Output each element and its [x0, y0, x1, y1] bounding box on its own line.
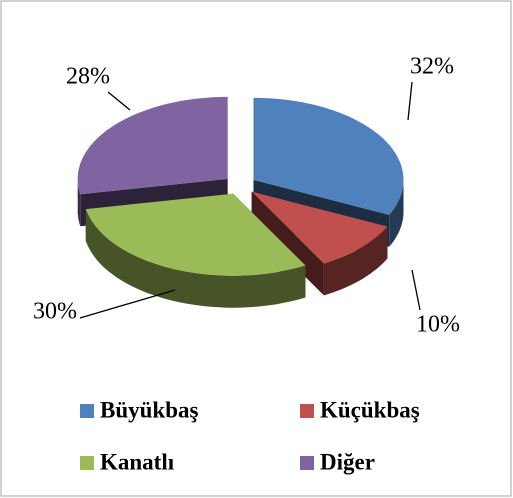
legend-swatch — [300, 456, 314, 470]
legend-label: Küçükbaş — [320, 397, 420, 422]
data-label: 28% — [66, 64, 110, 90]
legend-label: Diğer — [320, 449, 375, 474]
legend-swatch — [80, 456, 94, 470]
slice-side — [251, 191, 324, 296]
slice-wall — [323, 226, 388, 296]
legend-swatch — [80, 404, 94, 418]
leader-line — [411, 269, 421, 311]
legend-label: Kanatlı — [100, 449, 175, 474]
legend-label: Büyükbaş — [100, 397, 199, 422]
slice-top — [253, 97, 404, 215]
slice-top — [251, 191, 388, 264]
slice-wall — [85, 209, 306, 308]
slice-wall — [389, 179, 404, 247]
pie-slice — [85, 193, 306, 308]
leader-line — [107, 91, 131, 111]
leader-line — [79, 289, 176, 319]
legend-swatch — [300, 404, 314, 418]
data-label: 30% — [33, 299, 77, 325]
leader-line — [407, 81, 413, 121]
data-label: 10% — [416, 312, 460, 338]
slice-wall — [77, 178, 81, 227]
pie-slice — [251, 191, 388, 296]
data-label: 32% — [410, 54, 454, 80]
slice-top — [85, 193, 306, 276]
slice-top — [77, 96, 228, 195]
